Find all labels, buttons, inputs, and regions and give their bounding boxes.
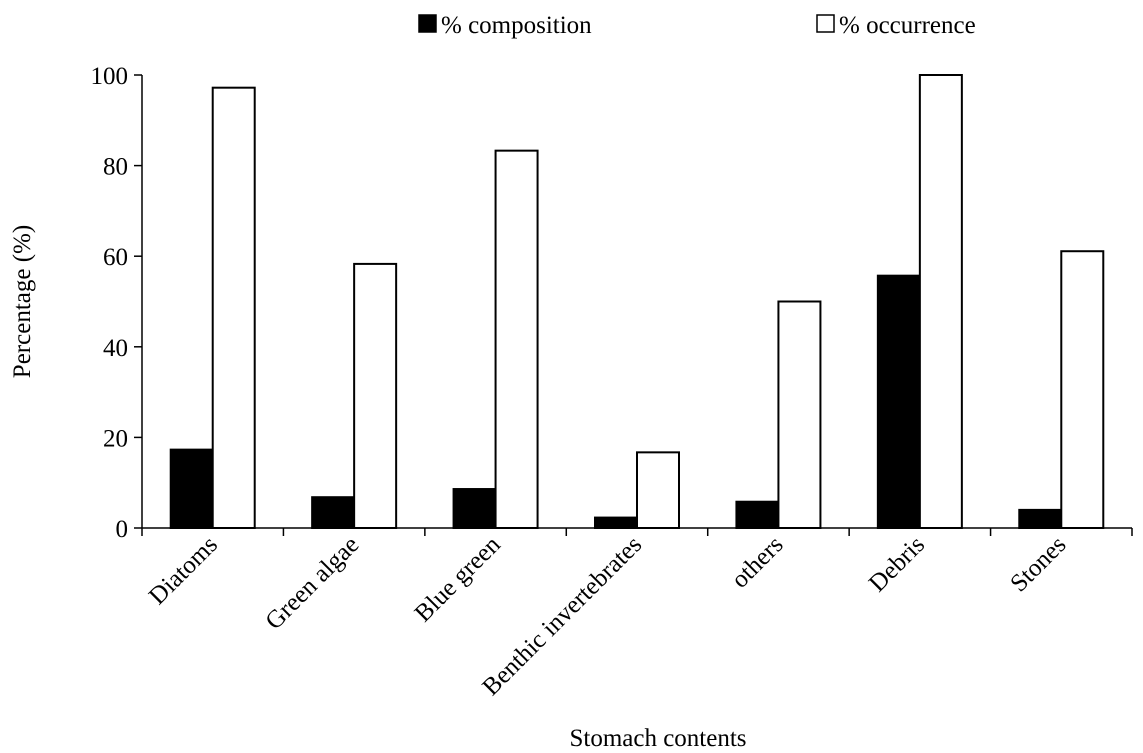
y-axis-title: Percentage (%): [9, 225, 36, 378]
y-axis: 0 20 40 60 80 100: [91, 63, 143, 543]
bar-composition: [169, 448, 214, 530]
x-tick-label: Stones: [1005, 531, 1071, 597]
bar-occurrence: [353, 262, 398, 529]
bar-composition: [1018, 508, 1063, 530]
x-tick-label: others: [726, 531, 788, 593]
bars: [169, 74, 1105, 530]
bar-occurrence: [918, 74, 963, 529]
bar-occurrence: [636, 451, 680, 529]
y-tick-label: 0: [116, 516, 129, 543]
bar-occurrence: [1060, 250, 1105, 529]
bar-occurrence: [494, 149, 539, 529]
bar-composition: [311, 496, 356, 530]
bar-composition: [594, 516, 638, 529]
y-tick-label: 20: [103, 425, 128, 452]
bar-composition: [452, 488, 497, 529]
bar-composition: [735, 500, 780, 530]
legend: % composition % occurrence: [418, 12, 976, 39]
legend-label: % occurrence: [839, 12, 976, 39]
x-tick-label: Blue green: [410, 531, 507, 628]
x-axis-title: Stomach contents: [569, 725, 746, 752]
legend-swatch: [816, 14, 835, 33]
bar-occurrence: [211, 86, 256, 530]
x-tick-label: Diatoms: [144, 531, 223, 610]
x-tick-label: Green algae: [260, 531, 364, 635]
y-tick-label: 40: [103, 335, 128, 362]
y-tick-label: 100: [91, 63, 129, 90]
legend-swatch: [418, 14, 437, 33]
x-tick-label: Benthic invertebrates: [477, 531, 647, 701]
bar-occurrence: [777, 300, 822, 529]
y-tick-label: 80: [103, 154, 128, 181]
legend-label: % composition: [441, 12, 592, 39]
bar-composition: [876, 274, 921, 529]
x-tick-label: Debris: [864, 531, 930, 597]
y-tick-label: 60: [103, 244, 128, 271]
